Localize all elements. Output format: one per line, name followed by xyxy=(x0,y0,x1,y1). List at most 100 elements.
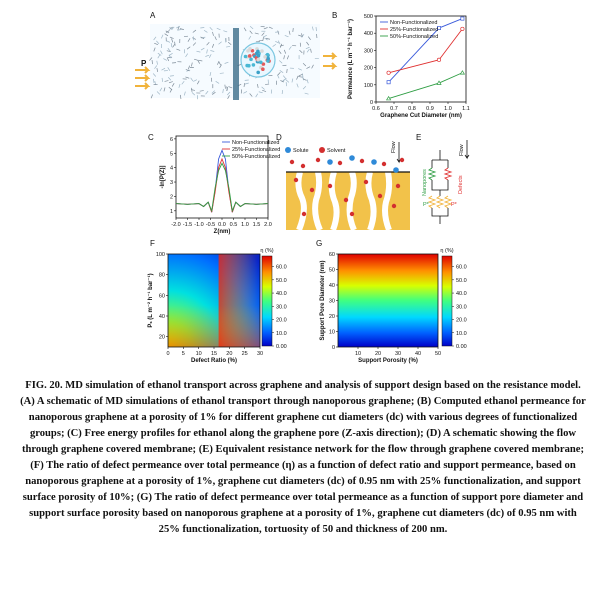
legend-label: Non-Functionalized xyxy=(390,20,437,26)
panel-a-letter: A xyxy=(150,11,156,20)
x-tick-label: 0 xyxy=(166,351,169,357)
y-axis-label: Support Pore Diameter (nm) xyxy=(320,260,326,340)
y-tick-label: 20 xyxy=(329,314,335,320)
figure-caption: FIG. 20. MD simulation of ethanol transp… xyxy=(20,380,586,535)
data-point xyxy=(459,70,466,75)
solute-particle xyxy=(393,167,399,173)
panel-g-letter: G xyxy=(316,239,322,248)
x-tick-label: -2.0 xyxy=(171,222,180,228)
graphene-sheet xyxy=(233,28,239,100)
data-point xyxy=(386,70,391,75)
membrane-flow-schematic: Solute Solvent Flow xyxy=(285,141,410,232)
y-tick-label: 2 xyxy=(170,194,173,200)
panel-d-letter: D xyxy=(276,133,282,142)
support-porosity-heatmap: 10 20 30 40 50 0 10 20 30 40 50 60 Support Porosity … xyxy=(320,248,467,364)
solvent-particle xyxy=(391,203,397,209)
x-tick-label: 20 xyxy=(375,351,381,357)
solvent-particle xyxy=(315,157,321,163)
solute-legend-dot xyxy=(285,147,291,153)
pressure-arrows: P xyxy=(135,52,338,90)
solvent-particle xyxy=(293,177,299,183)
colorbar xyxy=(261,255,273,347)
legend-label: 25%-Functionalized xyxy=(232,147,280,153)
y-tick-label: 1 xyxy=(170,209,173,215)
ethanol-molecules xyxy=(149,25,319,100)
colorbar-tick-label: 30.0 xyxy=(456,304,467,310)
x-tick-label: 2.0 xyxy=(264,222,272,228)
x-tick-label: 50 xyxy=(435,351,441,357)
data-point xyxy=(386,80,391,85)
p-star-left: P* xyxy=(423,202,430,208)
md-simulation-schematic xyxy=(149,24,320,100)
x-tick-label: 40 xyxy=(415,351,421,357)
y-tick-label: 60 xyxy=(159,293,165,299)
pressure-label: P xyxy=(141,59,147,68)
y-axis-label: -ln[P(Z)] xyxy=(160,166,166,189)
x-tick-label: 30 xyxy=(395,351,401,357)
colorbar-tick-label: 50.0 xyxy=(276,278,287,284)
y-tick-label: 200 xyxy=(364,66,373,72)
y-tick-label: 20 xyxy=(159,335,165,341)
legend-label: 50%-Functionalized xyxy=(390,34,438,40)
x-tick-label: 0.5 xyxy=(230,222,238,228)
x-tick-label: 0.8 xyxy=(408,106,416,112)
y-tick-label: 80 xyxy=(159,273,165,279)
heatmap-fill xyxy=(338,254,438,347)
colorbar xyxy=(441,255,453,347)
p-star-right: P* xyxy=(451,202,458,208)
solvent-legend-dot xyxy=(319,147,325,153)
colorbar-tick-label: 0.00 xyxy=(276,344,287,350)
x-tick-label: 30 xyxy=(257,351,263,357)
nanopores-label: Nanopores xyxy=(422,169,428,196)
y-tick-label: 30 xyxy=(329,299,335,305)
y-axis-label: Permeance (L m⁻² h⁻¹ bar⁻¹) xyxy=(347,19,354,99)
x-tick-label: -1.5 xyxy=(183,222,192,228)
legend-label: Non-Functionalized xyxy=(232,140,279,146)
x-tick-label: 0.6 xyxy=(372,106,380,112)
y-tick-label: 50 xyxy=(329,268,335,274)
x-tick-label: 0.7 xyxy=(390,106,398,112)
solvent-particle xyxy=(309,187,315,193)
colorbar-title: η (%) xyxy=(440,248,453,254)
y-tick-label: 5 xyxy=(170,151,173,157)
legend-label: 25%-Functionalized xyxy=(390,27,438,33)
colorbar-title: η (%) xyxy=(260,248,273,254)
y-tick-label: 500 xyxy=(364,14,373,20)
data-point xyxy=(460,26,465,31)
y-axis-label: Pₛ (L m⁻² h⁻¹ bar⁻¹) xyxy=(147,273,154,327)
y-tick-label: 100 xyxy=(364,83,373,89)
colorbar-tick-label: 30.0 xyxy=(276,304,287,310)
colorbar-tick-label: 40.0 xyxy=(456,291,467,297)
x-tick-label: 1.0 xyxy=(241,222,249,228)
solvent-particle xyxy=(349,211,355,217)
data-point xyxy=(437,26,441,30)
panel-c-letter: C xyxy=(148,133,154,142)
x-tick-label: 1.0 xyxy=(444,106,452,112)
data-point xyxy=(460,16,465,21)
data-point xyxy=(385,95,392,101)
y-tick-label: 300 xyxy=(364,48,373,54)
cluster-atoms xyxy=(243,46,271,75)
y-tick-label: 400 xyxy=(364,31,373,37)
solute-particle xyxy=(349,155,355,161)
defect-ratio-heatmap: 0 5 10 15 20 25 30 20 40 60 80 100 Defect Ratio (%) P… xyxy=(147,248,287,364)
x-tick-label: 25 xyxy=(242,351,248,357)
series-line xyxy=(388,72,463,99)
x-tick-label: -1.0 xyxy=(194,222,203,228)
permeance-chart: 0.6 0.7 0.8 0.9 1.0 1.1 0 100 200 300 400 500 Graphe… xyxy=(347,14,470,119)
y-tick-label: 40 xyxy=(159,314,165,320)
panel-f-letter: F xyxy=(150,239,155,248)
y-tick-label: 10 xyxy=(329,330,335,336)
x-tick-label: 10 xyxy=(355,351,361,357)
colorbar-tick-label: 50.0 xyxy=(456,278,467,284)
data-point xyxy=(436,57,442,62)
colorbar-tick-label: 40.0 xyxy=(276,291,287,297)
y-tick-label: 60 xyxy=(329,252,335,258)
solvent-particle xyxy=(289,159,295,165)
x-axis-label: Defect Ratio (%) xyxy=(191,358,237,364)
solvent-particle xyxy=(381,161,387,167)
x-tick-label: 15 xyxy=(211,351,217,357)
x-tick-label: 0.0 xyxy=(218,222,226,228)
colorbar-tick-label: 0.00 xyxy=(456,344,467,350)
x-axis-label: Z(nm) xyxy=(214,229,231,235)
